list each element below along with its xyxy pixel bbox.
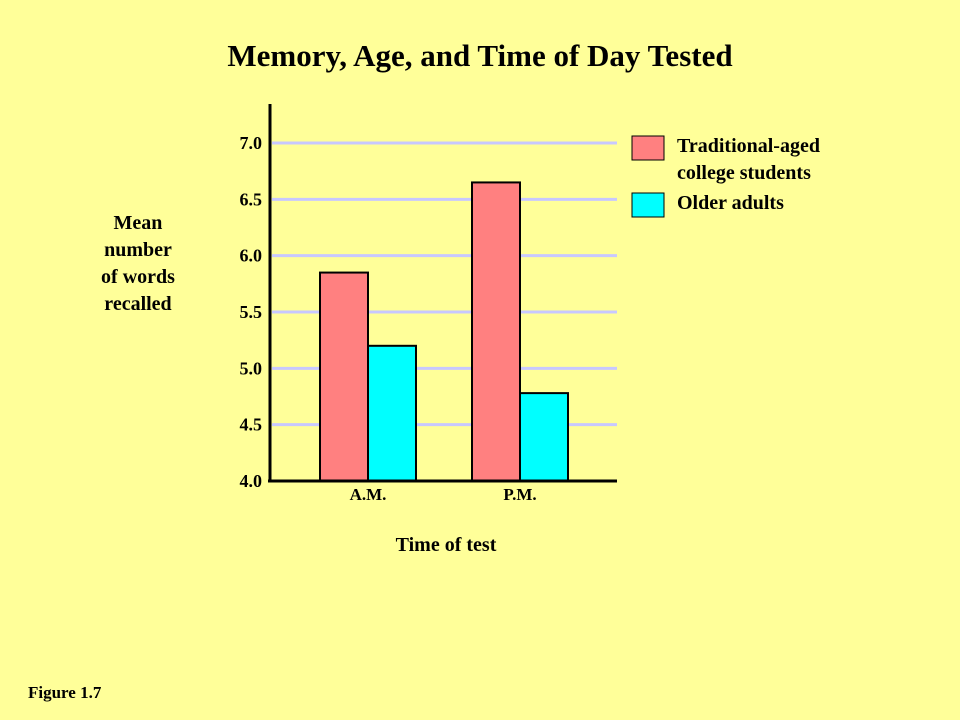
y-axis-label-line: number [104,239,172,261]
legend-swatch-traditional [631,135,665,161]
y-tick-label: 5.5 [240,302,263,322]
y-axis-label-line: of words [101,266,175,288]
y-tick-label: 7.0 [240,133,263,153]
x-category-label: A.M. [350,485,387,504]
bars [319,181,569,483]
y-axis-label-line: Mean [114,212,163,234]
y-tick-label: 5.0 [240,358,263,378]
legend-swatch-older [631,192,665,218]
y-tick-label: 6.5 [240,189,263,209]
bar-older-pm [519,392,569,482]
legend-label: college students [677,162,811,184]
y-tick-label: 4.5 [240,415,263,435]
y-axis-label-line: recalled [104,293,171,315]
x-category-label: P.M. [503,485,536,504]
bar-traditional-am [319,271,369,483]
bar-traditional-pm [471,181,521,483]
figure-label: Figure 1.7 [28,683,102,702]
legend: Traditional-aged college students Older ad… [631,135,820,218]
legend-label: Traditional-aged [677,135,820,157]
y-tick-label: 6.0 [240,246,263,266]
y-tick-labels: 4.0 4.5 5.0 5.5 6.0 6.5 7.0 [240,133,263,491]
y-axis-label: Mean number of words recalled [101,212,175,315]
y-tick-label: 4.0 [240,471,263,491]
chart-title: Memory, Age, and Time of Day Tested [227,38,732,73]
x-category-labels: A.M. P.M. [350,485,537,504]
bar-older-am [367,344,417,482]
x-axis-label: Time of test [396,534,497,556]
legend-label: Older adults [677,192,784,214]
